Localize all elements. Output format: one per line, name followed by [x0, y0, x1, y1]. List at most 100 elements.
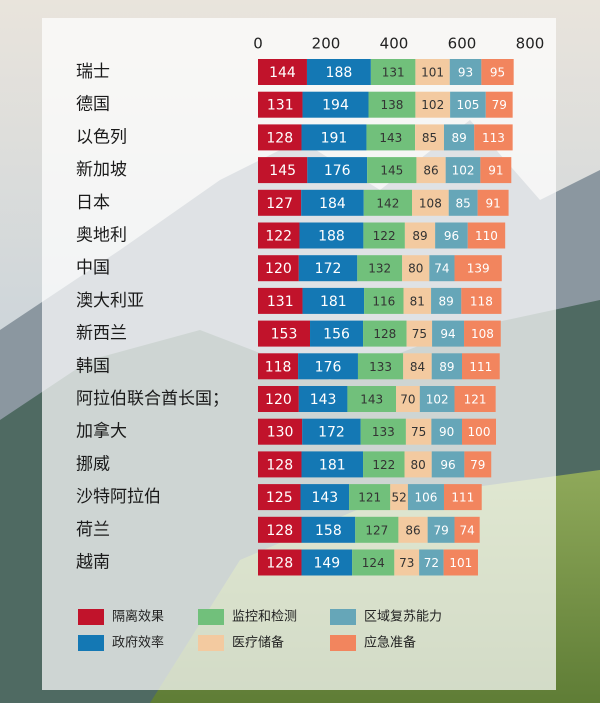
legend-label: 隔离效果	[112, 609, 164, 625]
bar-segment	[302, 418, 361, 445]
value-label: 127	[365, 523, 388, 537]
bar-segment	[415, 124, 444, 151]
bar-segment	[302, 287, 365, 314]
bar-segment	[363, 451, 405, 478]
bar-segment	[258, 91, 303, 118]
bar-segment	[467, 222, 506, 249]
bar-segment	[406, 320, 433, 347]
legend-label: 应急准备	[364, 635, 416, 651]
value-label: 125	[266, 490, 293, 506]
bar-segment	[367, 157, 417, 184]
value-label: 176	[324, 163, 351, 179]
bar-segment	[357, 255, 403, 282]
value-label: 142	[376, 196, 399, 210]
bar-segment	[258, 222, 300, 249]
value-label: 79	[470, 458, 485, 472]
bar-segment	[448, 189, 478, 216]
bar-segment	[480, 157, 512, 184]
value-label: 106	[415, 491, 438, 505]
bar-segment	[258, 418, 303, 445]
bar-segment	[298, 386, 348, 412]
bar-segment	[443, 549, 478, 576]
category-label: 阿拉伯联合酋长国；	[76, 389, 229, 409]
bar-segment	[403, 287, 432, 314]
bar-segment	[415, 91, 451, 118]
bar-segment	[258, 124, 302, 151]
bar-segment	[370, 59, 416, 85]
bar-segment	[398, 516, 428, 543]
bar-segment	[477, 189, 509, 216]
value-label: 91	[488, 164, 503, 178]
value-label: 121	[358, 491, 381, 505]
bar-segment	[310, 320, 364, 347]
value-label: 128	[266, 130, 293, 146]
value-label: 138	[381, 98, 404, 112]
category-label: 日本	[76, 193, 110, 213]
legend-swatch	[78, 609, 104, 625]
value-label: 110	[475, 229, 498, 243]
bar-segment	[416, 157, 446, 184]
value-label: 194	[322, 98, 349, 114]
category-label: 加拿大	[76, 421, 127, 442]
legend-label: 政府效率	[112, 635, 164, 651]
value-label: 122	[372, 458, 395, 472]
legend-swatch	[198, 609, 224, 625]
legend-label: 监控和检测	[232, 610, 297, 625]
bar-segment	[352, 549, 395, 576]
bar-segment	[390, 484, 408, 511]
bar-segment	[364, 287, 404, 314]
value-label: 111	[469, 360, 492, 374]
bar-segment	[298, 255, 358, 282]
category-label: 以色列	[76, 127, 127, 147]
bar-segment	[405, 418, 432, 445]
bar-segment	[258, 287, 303, 314]
value-label: 124	[362, 556, 385, 570]
value-label: 108	[419, 196, 442, 210]
plot-area: 0 200 400 600 800 瑞士 144 188 131 101 93 95 德国 131 194 1…	[76, 35, 544, 651]
value-label: 101	[421, 66, 444, 80]
value-label: 79	[433, 523, 448, 537]
bar-segment	[258, 157, 308, 184]
value-label: 118	[265, 359, 292, 375]
category-label: 中国	[76, 258, 110, 278]
category-label: 新西兰	[76, 324, 127, 344]
value-label: 121	[464, 393, 487, 407]
bar-segment	[368, 91, 416, 118]
value-label: 79	[492, 98, 507, 112]
value-label: 181	[320, 294, 347, 310]
value-label: 74	[434, 262, 449, 276]
bar-segment	[258, 451, 302, 478]
bar-segment	[258, 320, 311, 347]
value-label: 158	[315, 523, 342, 539]
value-label: 81	[410, 294, 425, 308]
value-label: 85	[422, 131, 437, 145]
value-label: 116	[372, 294, 395, 308]
value-label: 86	[405, 523, 420, 537]
value-label: 128	[266, 457, 293, 473]
value-label: 105	[456, 98, 479, 112]
value-label: 102	[452, 164, 475, 178]
value-label: 144	[269, 65, 296, 81]
bar-segment	[431, 418, 462, 445]
value-label: 128	[373, 327, 396, 341]
bar-segment	[419, 549, 444, 576]
bar-segment	[429, 255, 455, 282]
bar-segment	[454, 386, 496, 412]
legend-swatch	[198, 635, 224, 651]
bar-segment	[454, 255, 502, 282]
bar-segment	[461, 287, 502, 314]
bar-segment	[301, 451, 364, 478]
value-label: 84	[410, 360, 425, 374]
value-label: 75	[412, 327, 427, 341]
value-label: 111	[451, 491, 474, 505]
value-label: 131	[267, 98, 294, 114]
bar-segment	[347, 386, 397, 412]
x-tick-label: 600	[448, 35, 477, 53]
bar-segment	[298, 353, 358, 380]
legend-label: 医疗储备	[232, 635, 284, 651]
bar-segment	[404, 222, 436, 249]
value-label: 176	[315, 359, 342, 375]
value-label: 130	[267, 425, 294, 441]
category-label: 韩国	[76, 356, 110, 376]
